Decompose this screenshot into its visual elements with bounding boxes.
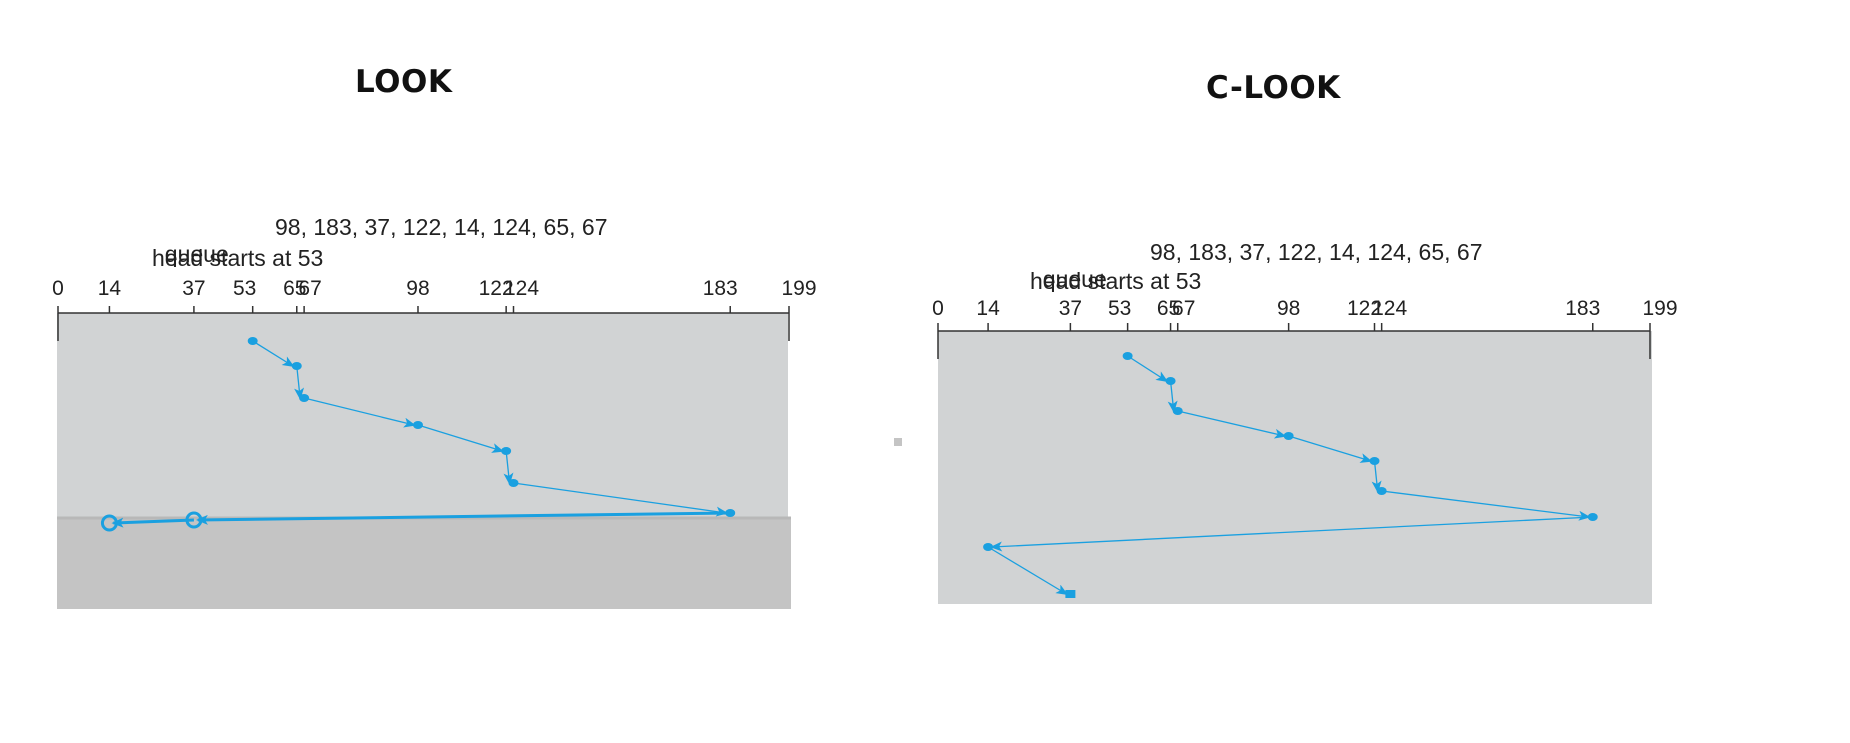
look-tick-label-65: 65 (283, 277, 306, 300)
look-point-98 (412, 421, 423, 429)
clook-tick-label-67: 67 (1172, 297, 1195, 320)
look-path-segment (503, 450, 514, 485)
clook-point-183 (1587, 513, 1598, 521)
clook-path-segment (987, 546, 1069, 596)
look-tick-label-14: 14 (98, 277, 122, 300)
look-point-67 (299, 394, 310, 402)
clook-queue-line: queue 98, 183, 37, 122, 14, 124, 65, 67 (1030, 239, 1483, 293)
stray-mark (894, 438, 902, 446)
look-point-65 (291, 362, 302, 370)
clook-point-14 (983, 543, 994, 551)
look-path-segment (303, 397, 416, 428)
clook-tick-label-14: 14 (976, 297, 1000, 320)
look-queue-line: queue 98, 183, 37, 122, 14, 124, 65, 67 (152, 214, 608, 268)
clook-path-segment (1371, 460, 1382, 493)
look-tick-label-98: 98 (406, 277, 429, 300)
clook-tick-label-199: 199 (1642, 297, 1677, 320)
look-queue-label: queue (164, 241, 229, 267)
look-panel-upper (57, 313, 788, 517)
clook-path-segment (1127, 355, 1169, 383)
look-path-segment (417, 424, 505, 453)
look-panel-lower (57, 517, 791, 609)
clook-path-segment (1288, 435, 1373, 463)
clook-tick-label-124: 124 (1372, 297, 1407, 320)
look-tick-label-53: 53 (233, 277, 256, 300)
look-path-segment (513, 482, 729, 517)
look-tick-label-199: 199 (781, 277, 816, 300)
clook-tick-label-53: 53 (1108, 297, 1131, 320)
clook-panel (938, 331, 1652, 604)
clook-path-segment (1167, 380, 1178, 413)
clook-tick-label-0: 0 (932, 297, 944, 320)
look-path (100, 337, 736, 532)
clook-title: C-LOOK (1206, 70, 1341, 106)
look-point-122 (501, 447, 512, 455)
look-point-124 (508, 479, 519, 487)
look-path-segment (252, 340, 295, 368)
look-tick-label-0: 0 (52, 277, 64, 300)
clook-tick-label-122: 122 (1347, 297, 1382, 320)
clook-point-65 (1165, 377, 1176, 385)
clook-tick-label-183: 183 (1565, 297, 1600, 320)
look-title: LOOK (355, 64, 453, 100)
look-tick-label-124: 124 (504, 277, 539, 300)
clook-queue-values: 98, 183, 37, 122, 14, 124, 65, 67 (1150, 239, 1483, 265)
look-point-183 (725, 509, 736, 517)
look-point-53 (247, 337, 258, 345)
look-tick-label-183: 183 (703, 277, 738, 300)
clook-path-segment (1177, 410, 1287, 439)
look-tick-label-122: 122 (479, 277, 514, 300)
clook-point-98 (1283, 432, 1294, 440)
look-queue-values: 98, 183, 37, 122, 14, 124, 65, 67 (275, 214, 608, 240)
look-point-14 (100, 514, 118, 532)
clook-point-37 (1065, 590, 1076, 598)
look-path-segment (111, 517, 194, 528)
look-head-text: head starts at 53 (152, 245, 324, 271)
look-tick-label-67: 67 (298, 277, 321, 300)
clook-point-53 (1122, 352, 1133, 360)
clook-head-text: head starts at 53 (1030, 268, 1202, 294)
look-path-segment (195, 511, 731, 525)
clook-queue-label: queue (1042, 266, 1107, 292)
clook-path-segment (1381, 490, 1591, 521)
clook-path (983, 352, 1598, 598)
clook-point-67 (1172, 407, 1183, 415)
clook-path-segment (990, 516, 1593, 552)
clook-point-122 (1369, 457, 1380, 465)
clook-point-124 (1376, 487, 1387, 495)
look-point-37 (185, 511, 203, 529)
look-tick-label-37: 37 (182, 277, 205, 300)
clook-tick-label-65: 65 (1157, 297, 1180, 320)
look-path-segment (294, 365, 305, 400)
clook-tick-label-37: 37 (1059, 297, 1082, 320)
clook-tick-label-98: 98 (1277, 297, 1300, 320)
